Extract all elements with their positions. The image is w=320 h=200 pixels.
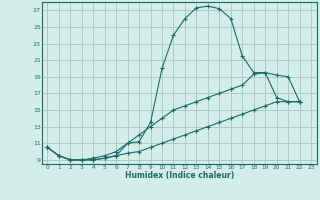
X-axis label: Humidex (Indice chaleur): Humidex (Indice chaleur) [124,171,234,180]
